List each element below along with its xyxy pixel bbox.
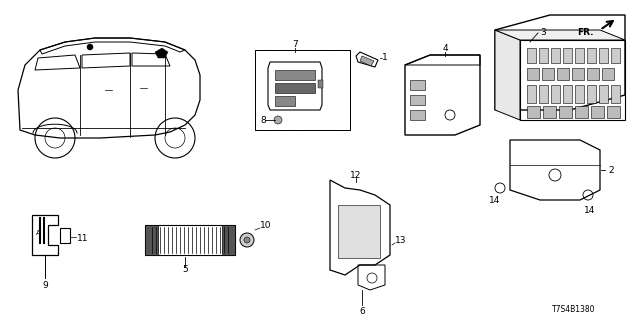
Bar: [527, 85, 536, 103]
Bar: [607, 106, 620, 118]
Bar: [602, 68, 614, 80]
Bar: [599, 85, 608, 103]
Text: 5: 5: [182, 266, 188, 275]
Text: 13: 13: [395, 236, 406, 244]
Bar: [551, 48, 560, 63]
Bar: [559, 106, 572, 118]
Text: T7S4B1380: T7S4B1380: [552, 306, 595, 315]
Circle shape: [274, 116, 282, 124]
Text: 1: 1: [382, 52, 388, 61]
Text: 3: 3: [540, 28, 546, 36]
Bar: [255, 50, 350, 130]
Circle shape: [244, 237, 250, 243]
Bar: [599, 48, 608, 63]
Bar: [542, 68, 554, 80]
Text: 7: 7: [292, 39, 298, 49]
Bar: [543, 106, 556, 118]
Bar: [275, 96, 295, 106]
Bar: [611, 48, 620, 63]
Bar: [318, 80, 323, 88]
Bar: [587, 85, 596, 103]
Bar: [572, 68, 584, 80]
Text: 11: 11: [77, 234, 88, 243]
Bar: [539, 48, 548, 63]
Polygon shape: [145, 225, 158, 255]
Text: 8: 8: [260, 116, 266, 124]
Text: 12: 12: [350, 171, 362, 180]
Text: 14: 14: [584, 205, 596, 214]
Bar: [575, 85, 584, 103]
Polygon shape: [338, 205, 380, 258]
Bar: [275, 83, 315, 93]
Bar: [527, 48, 536, 63]
Bar: [527, 106, 540, 118]
Bar: [591, 106, 604, 118]
Bar: [539, 85, 548, 103]
Bar: [410, 110, 425, 120]
Text: 10: 10: [260, 220, 271, 229]
Bar: [575, 106, 588, 118]
Text: FR.: FR.: [577, 28, 594, 36]
Polygon shape: [222, 225, 235, 255]
Text: 14: 14: [490, 196, 500, 204]
Bar: [557, 68, 569, 80]
Bar: [575, 48, 584, 63]
Polygon shape: [495, 30, 520, 120]
Circle shape: [87, 44, 93, 50]
Text: A: A: [36, 230, 40, 236]
Text: 9: 9: [42, 281, 48, 290]
Polygon shape: [360, 56, 374, 66]
Bar: [563, 85, 572, 103]
Polygon shape: [495, 30, 625, 40]
Bar: [255, 50, 350, 130]
Bar: [410, 80, 425, 90]
Text: 2: 2: [608, 165, 614, 174]
Bar: [551, 85, 560, 103]
Bar: [611, 85, 620, 103]
Circle shape: [240, 233, 254, 247]
Text: 6: 6: [359, 308, 365, 316]
Bar: [563, 48, 572, 63]
Bar: [587, 68, 599, 80]
Bar: [587, 48, 596, 63]
Bar: [410, 95, 425, 105]
Text: 4: 4: [442, 44, 448, 52]
Polygon shape: [155, 48, 168, 58]
Bar: [527, 68, 539, 80]
Bar: [275, 70, 315, 80]
